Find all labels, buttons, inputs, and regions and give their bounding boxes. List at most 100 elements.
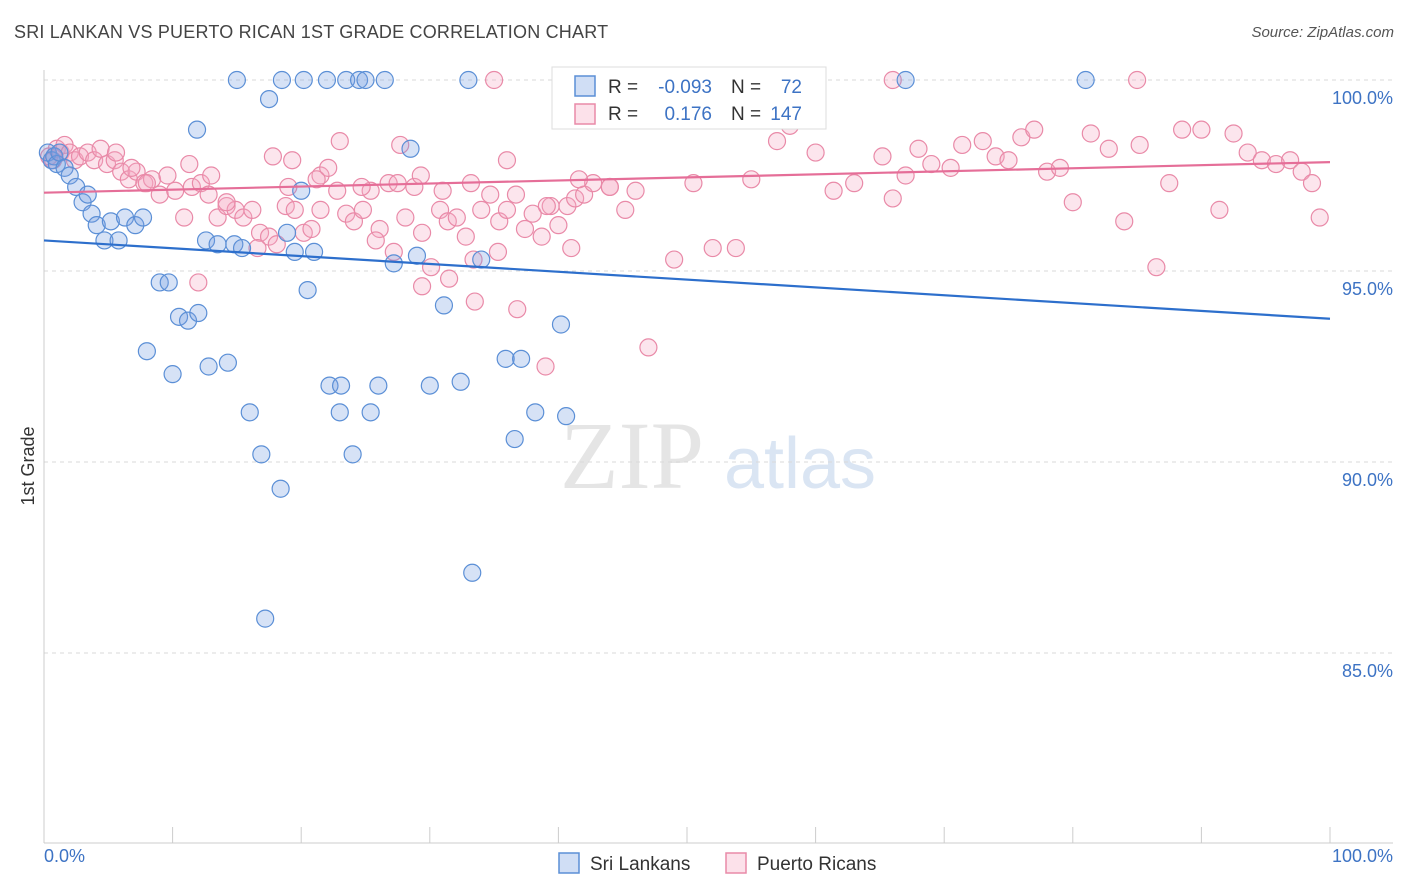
puerto-ricans-point-111	[767, 132, 787, 151]
legend-r-value-2: 0.176	[664, 104, 712, 125]
axes	[43, 70, 1393, 844]
puerto-ricans-point-122	[953, 135, 972, 155]
puerto-ricans-point-50	[421, 258, 441, 277]
legend-swatch-sri-lankans	[558, 852, 580, 874]
sri-lankans-point-9	[78, 185, 97, 204]
puerto-ricans-point-151	[1127, 70, 1147, 90]
puerto-ricans-point-133	[1115, 212, 1134, 231]
legend-r-label-2: R =	[608, 104, 638, 125]
legend-n-value-2: 147	[770, 104, 802, 125]
puerto-ricans-point-13	[112, 162, 131, 181]
puerto-ricans-point-131	[1081, 124, 1100, 143]
puerto-ricans-point-24	[199, 185, 218, 204]
puerto-ricans-point-44	[370, 219, 389, 239]
legend-swatch-blue	[574, 75, 596, 97]
puerto-ricans-point-49	[412, 223, 432, 242]
trend-line-puerto-ricans	[43, 161, 1331, 194]
correlation-legend: R = -0.093 N = 72 R = 0.176 N = 147	[551, 66, 827, 130]
sri-lankans-point-53	[463, 563, 482, 582]
puerto-ricans-point-10	[91, 139, 110, 158]
puerto-ricans-point-94	[366, 231, 385, 250]
puerto-ricans-point-115	[845, 174, 864, 193]
sri-lankans-point-59	[551, 315, 571, 334]
sri-lankans-point-22	[189, 303, 208, 323]
puerto-ricans-point-150	[883, 70, 902, 90]
sri-lankans-point-51	[434, 296, 454, 315]
puerto-ricans-point-82	[391, 135, 410, 155]
puerto-ricans-point-123	[973, 132, 992, 151]
puerto-ricans-point-139	[1210, 200, 1229, 219]
sri-lankans-point-54	[472, 250, 491, 269]
sri-lankans-point-50	[420, 376, 439, 395]
puerto-ricans-point-137	[1173, 120, 1192, 139]
puerto-ricans-point-102	[562, 238, 581, 258]
puerto-ricans-point-104	[626, 181, 645, 200]
sri-lankans-point-28	[137, 342, 156, 361]
sri-lankans-point-45	[361, 403, 380, 422]
sri-lankans-point-16	[126, 216, 145, 235]
y-tick-label-3: 85.0%	[1342, 661, 1393, 681]
puerto-ricans-point-84	[433, 181, 452, 200]
legend-n-label-1: N =	[731, 77, 761, 98]
sri-lankans-point-24	[196, 231, 216, 250]
sri-lankans-point-37	[285, 242, 304, 261]
sri-lankans-point-57	[512, 349, 531, 368]
sri-lankans-point-72	[1076, 70, 1095, 90]
puerto-ricans-point-76	[202, 166, 221, 185]
sri-lankans-point-56	[505, 429, 524, 449]
sri-lankans-point-43	[330, 403, 349, 422]
legend-swatch-puerto-ricans	[725, 852, 747, 874]
puerto-ricans-point-33	[276, 196, 295, 216]
legend-n-label-2: N =	[731, 104, 761, 125]
puerto-ricans-point-53	[447, 208, 466, 227]
puerto-ricans-point-63	[532, 227, 551, 246]
puerto-ricans-point-132	[1099, 139, 1118, 158]
sri-lankans-point-34	[271, 479, 290, 498]
legend-label-puerto-ricans: Puerto Ricans	[757, 854, 876, 875]
puerto-ricans-point-121	[941, 158, 960, 177]
puerto-ricans-point-61	[515, 219, 535, 239]
x-tick-label-max: 100.0%	[1332, 846, 1393, 866]
puerto-ricans-point-98	[465, 292, 484, 311]
puerto-ricans-point-99	[488, 242, 508, 261]
y-tick-label-2: 90.0%	[1342, 470, 1393, 490]
puerto-ricans-point-146	[1302, 174, 1322, 193]
puerto-ricans-point-75	[180, 154, 199, 174]
legend-swatch-pink	[574, 103, 596, 125]
sri-lankans-point-47	[384, 254, 403, 273]
sri-lankans-point-17	[133, 208, 153, 227]
puerto-ricans-point-72	[106, 143, 126, 162]
puerto-ricans-point-79	[307, 170, 326, 189]
puerto-ricans-point-127	[1025, 120, 1044, 139]
puerto-ricans-point-19	[158, 166, 177, 185]
sri-lankans-point-21	[178, 311, 198, 330]
puerto-ricans-point-147	[1310, 208, 1329, 227]
sri-lankans-point-68	[356, 70, 375, 90]
puerto-ricans-point-73	[122, 158, 141, 177]
sri-lankans-point-70	[459, 70, 478, 90]
sri-lankans-point-27	[232, 238, 252, 258]
puerto-ricans-point-86	[497, 151, 517, 170]
puerto-ricans-point-21	[175, 208, 194, 227]
puerto-ricans-point-66	[558, 196, 577, 216]
puerto-ricans-point-42	[353, 200, 373, 219]
puerto-ricans-point-74	[137, 174, 156, 193]
puerto-ricans-point-57	[481, 185, 500, 204]
sri-lankans-point-64	[294, 70, 313, 90]
puerto-ricans-point-119	[909, 139, 928, 158]
sri-lankans-point-67	[349, 70, 369, 90]
puerto-ricans-point-67	[566, 189, 585, 208]
puerto-ricans-point-152	[485, 70, 504, 90]
trend-lines	[43, 161, 1331, 320]
puerto-ricans-point-116	[873, 147, 892, 166]
sri-lankans-point-31	[218, 353, 237, 372]
sri-lankans-point-55	[496, 349, 515, 368]
puerto-ricans-point-12	[105, 151, 124, 170]
puerto-ricans-point-140	[1224, 124, 1243, 143]
puerto-ricans-point-106	[665, 250, 684, 269]
puerto-ricans-point-120	[922, 154, 941, 174]
trend-line-sri-lankans	[43, 239, 1331, 320]
sri-lankans-point-33	[252, 445, 271, 464]
puerto-ricans-point-78	[283, 151, 302, 170]
